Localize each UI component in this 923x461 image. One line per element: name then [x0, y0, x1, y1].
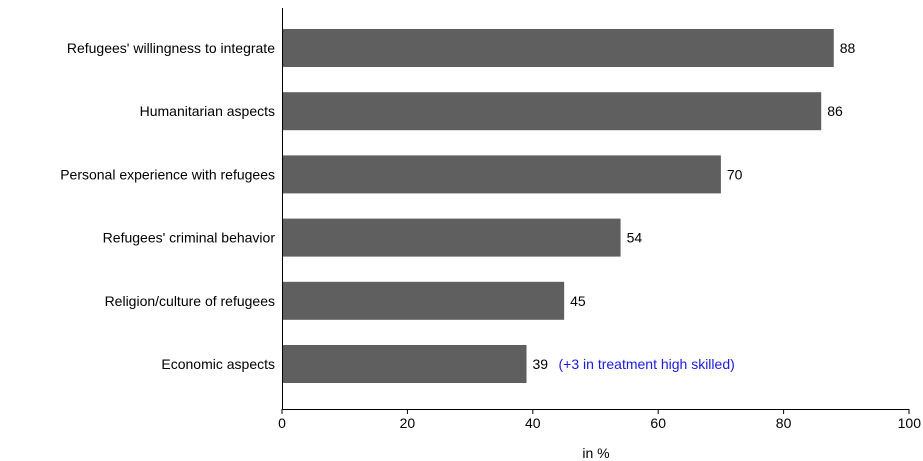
bar	[282, 345, 527, 383]
bar	[282, 155, 721, 194]
category-label: Personal experience with refugees	[60, 166, 275, 182]
x-axis-label: in %	[582, 445, 609, 461]
bar-value-label: 86	[827, 103, 843, 119]
category-label: Religion/culture of refugees	[105, 293, 275, 309]
x-tick-label: 100	[898, 415, 922, 431]
x-tick-label: 60	[650, 415, 666, 431]
axes-group	[282, 8, 909, 410]
annotation-text: (+3 in treatment high skilled)	[559, 356, 735, 372]
bar-value-label: 45	[570, 293, 586, 309]
bar	[282, 92, 822, 131]
category-label: Refugees' criminal behavior	[103, 230, 276, 246]
bar	[282, 29, 834, 67]
x-ticks-group: 0 20 40 60 80 100	[278, 409, 921, 431]
category-label: Refugees' willingness to integrate	[67, 40, 275, 56]
x-tick-label: 40	[525, 415, 541, 431]
value-labels-group: 88 86 70 54 45 39	[533, 40, 856, 372]
bars-group	[282, 29, 834, 383]
category-labels-group: Refugees' willingness to integrate Humani…	[60, 40, 275, 372]
category-label: Economic aspects	[161, 356, 275, 372]
bar-value-label: 39	[533, 356, 549, 372]
bar	[282, 218, 621, 257]
x-tick-label: 80	[776, 415, 792, 431]
category-label: Humanitarian aspects	[140, 103, 275, 119]
annotations-group: (+3 in treatment high skilled)	[559, 356, 735, 372]
x-tick-label: 20	[400, 415, 416, 431]
bar-value-label: 54	[627, 230, 643, 246]
bar-value-label: 88	[840, 40, 856, 56]
x-tick-label: 0	[278, 415, 286, 431]
bar-value-label: 70	[727, 166, 743, 182]
bar	[282, 281, 565, 320]
